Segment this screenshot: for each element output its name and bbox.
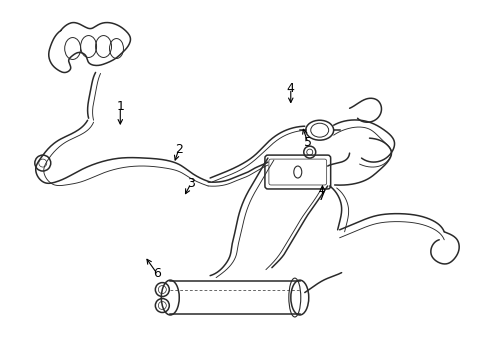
Text: 3: 3 [186, 177, 194, 190]
Text: 1: 1 [116, 100, 124, 113]
Text: 2: 2 [174, 143, 183, 156]
Text: 5: 5 [303, 136, 311, 149]
Text: 4: 4 [286, 82, 294, 95]
Text: 7: 7 [318, 190, 326, 203]
Text: 6: 6 [153, 267, 161, 280]
